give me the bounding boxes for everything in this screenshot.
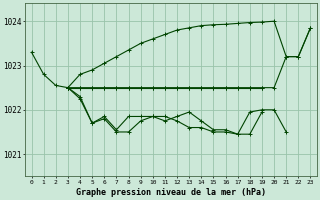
X-axis label: Graphe pression niveau de la mer (hPa): Graphe pression niveau de la mer (hPa) — [76, 188, 266, 197]
